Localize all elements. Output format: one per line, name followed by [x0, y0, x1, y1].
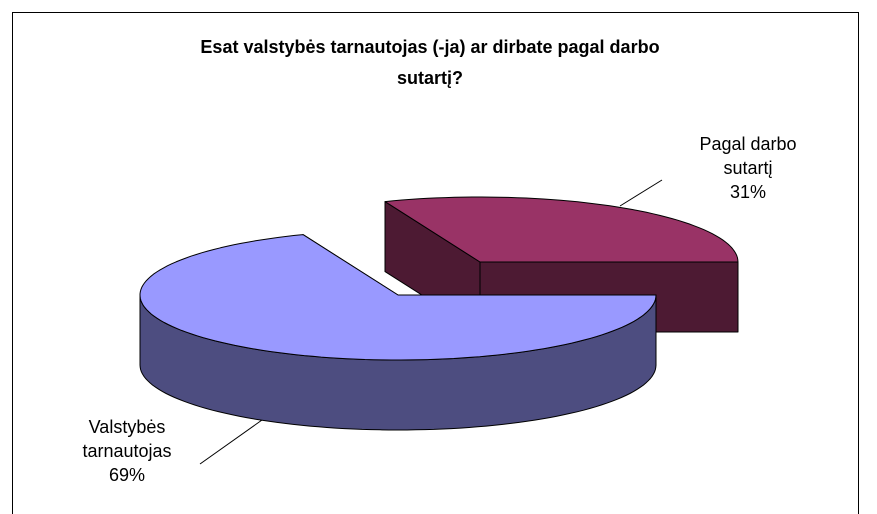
leader-line — [619, 179, 663, 207]
slice — [139, 234, 657, 361]
category-label: Valstybės tarnautojas — [82, 417, 172, 461]
value-label: 31% — [729, 182, 767, 202]
category-label: Pagal darbo sutartį — [699, 134, 797, 178]
leader-line — [199, 419, 263, 465]
chart-title: Esat valstybės tarnautojas (-ja) ar dirb… — [200, 37, 660, 88]
slice-label: Pagal darbo sutartį 31% — [668, 132, 828, 204]
slice-label: Valstybės tarnautojas 69% — [62, 415, 192, 487]
slice — [384, 196, 739, 263]
value-label: 69% — [108, 465, 146, 485]
